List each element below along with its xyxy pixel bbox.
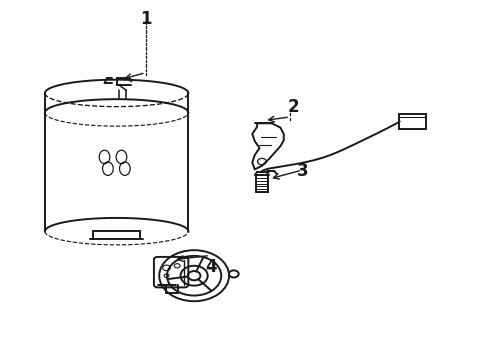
- Text: 4: 4: [205, 258, 217, 276]
- Text: 3: 3: [297, 162, 309, 180]
- Text: 2: 2: [288, 98, 299, 116]
- Text: 1: 1: [140, 10, 151, 28]
